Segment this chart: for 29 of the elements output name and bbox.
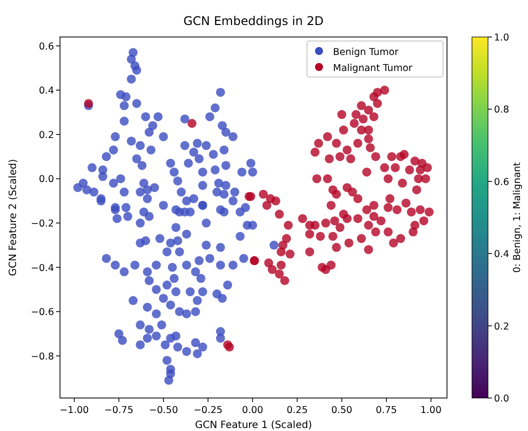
y-tick-label: −0.6 bbox=[30, 307, 54, 318]
color-bar-label: 0.6 bbox=[494, 176, 510, 188]
color-bar-label: 1.0 bbox=[494, 32, 510, 44]
y-axis-title: GCN Feature 2 (Scaled) bbox=[8, 158, 19, 276]
color-bar-label: 0.0 bbox=[494, 394, 510, 404]
y-tick-label: 0.2 bbox=[38, 130, 54, 141]
x-tick-label: −0.25 bbox=[193, 405, 223, 416]
y-tick-label: −0.4 bbox=[30, 262, 54, 274]
x-tick-label: 0.25 bbox=[286, 405, 308, 416]
x-tick-label: 0.00 bbox=[242, 405, 264, 416]
x-tick-label: 1.00 bbox=[420, 405, 442, 416]
x-tick-label: −0.75 bbox=[104, 405, 134, 416]
color-bar-title: 0: Benign, 1: Malignant bbox=[512, 162, 523, 273]
x-tick-label: −0.50 bbox=[148, 405, 178, 416]
y-tick-label: 0.6 bbox=[38, 41, 54, 52]
y-tick-label: −0.8 bbox=[30, 351, 54, 362]
x-tick-label: 0.75 bbox=[376, 405, 397, 416]
color-bar-label: 0.2 bbox=[494, 321, 510, 332]
x-tick-label: 0.50 bbox=[331, 405, 352, 416]
x-tick-label: −1.00 bbox=[60, 405, 89, 416]
color-bar-label: 0.8 bbox=[494, 104, 510, 116]
y-tick-label: −0.2 bbox=[30, 218, 54, 230]
y-tick-label: 0.4 bbox=[38, 86, 54, 97]
chart-title: GCN Embeddings in 2D bbox=[183, 14, 324, 28]
y-tick-label: 0.0 bbox=[38, 174, 54, 186]
legend-label: Benign Tumor bbox=[333, 47, 399, 58]
x-axis-title: GCN Feature 1 (Scaled) bbox=[195, 420, 312, 431]
legend-label: Malignant Tumor bbox=[333, 63, 412, 74]
color-bar-label: 0.4 bbox=[494, 249, 510, 260]
